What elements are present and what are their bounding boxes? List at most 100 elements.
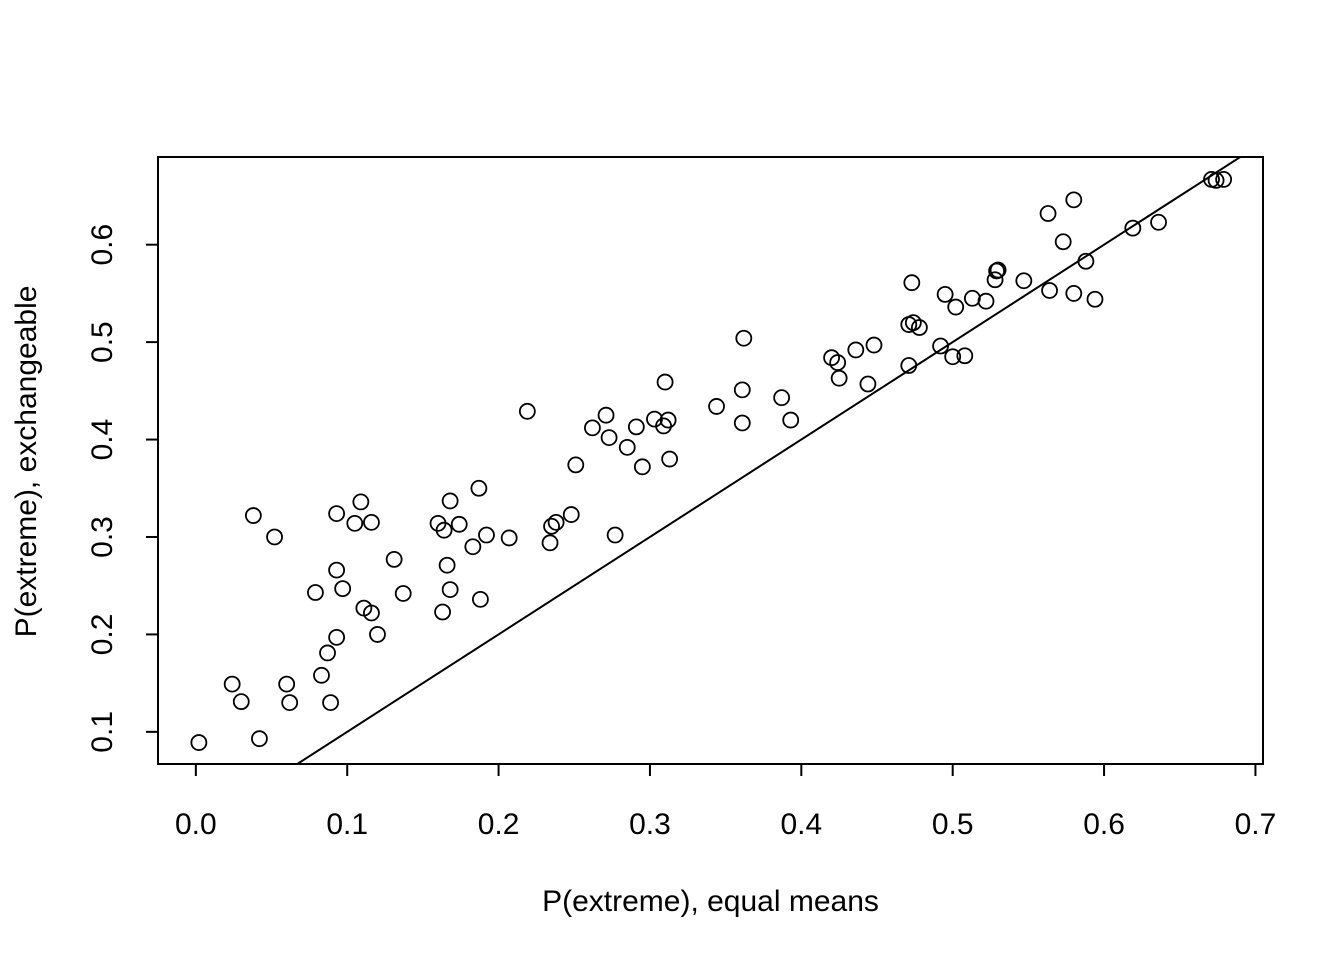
data-point (733, 414, 751, 432)
data-point (567, 456, 585, 474)
identity-line-layer (295, 157, 1243, 764)
data-point (932, 337, 949, 355)
data-point (1039, 205, 1057, 222)
data-point (500, 529, 518, 547)
data-point (773, 389, 791, 407)
data-point (278, 675, 296, 693)
data-point (782, 411, 800, 429)
data-point (334, 580, 352, 598)
x-tick-label: 0.4 (780, 808, 822, 841)
points-layer (190, 171, 1233, 751)
data-point (977, 292, 995, 310)
data-point (441, 492, 459, 510)
data-point (900, 357, 918, 374)
y-tick-label: 0.4 (86, 419, 119, 461)
data-point (903, 274, 921, 292)
y-tick-label: 0.3 (86, 516, 119, 558)
data-point (346, 514, 364, 532)
data-point (947, 298, 965, 316)
data-point (986, 271, 1004, 289)
data-point (541, 534, 559, 552)
data-point (394, 585, 412, 602)
data-point (328, 561, 346, 579)
data-point (1207, 171, 1225, 189)
x-tick-label: 0.1 (326, 808, 368, 841)
data-point (847, 341, 865, 359)
x-tick-label: 0.0 (175, 808, 217, 841)
data-point (627, 418, 645, 436)
data-point (659, 411, 677, 429)
data-point (904, 314, 922, 332)
data-point (600, 429, 618, 447)
data-point (865, 336, 883, 354)
data-point (244, 507, 262, 524)
data-point (1041, 282, 1058, 299)
y-axis-label: P(extreme), exchangeable (10, 286, 43, 638)
y-tick-label: 0.2 (86, 614, 119, 656)
data-point (1150, 213, 1167, 231)
data-point (656, 373, 674, 391)
x-axis-label: P(extreme), equal means (542, 885, 879, 918)
data-point (472, 590, 489, 608)
data-point (1086, 290, 1104, 308)
data-point (478, 526, 495, 544)
data-point (618, 438, 636, 456)
data-point (223, 675, 241, 693)
data-point (989, 261, 1007, 279)
data-point (606, 526, 624, 544)
data-point (956, 347, 974, 365)
data-point (435, 521, 453, 539)
y-axis: 0.1 0.2 0.3 0.4 0.5 0.6 (86, 224, 159, 753)
data-point (251, 730, 268, 748)
data-point (1124, 219, 1142, 237)
data-point (363, 513, 380, 531)
data-point (266, 528, 283, 546)
data-point (328, 505, 346, 523)
data-point (369, 626, 386, 643)
data-point (307, 584, 324, 601)
identity-line (295, 157, 1243, 764)
data-point (661, 450, 679, 468)
data-point (385, 550, 403, 568)
data-point (441, 581, 459, 598)
data-point (190, 734, 208, 751)
data-point (1054, 233, 1072, 251)
data-point (547, 513, 565, 531)
data-point (944, 348, 962, 366)
x-tick-label: 0.7 (1235, 808, 1277, 841)
x-tick-label: 0.5 (932, 808, 974, 841)
x-axis: 0.0 0.1 0.2 0.3 0.4 0.5 0.6 0.7 (175, 763, 1277, 841)
data-point (633, 458, 651, 476)
x-tick-label: 0.3 (629, 808, 671, 841)
data-point (232, 693, 250, 711)
data-point (562, 506, 580, 523)
data-point (281, 694, 299, 712)
data-point (464, 538, 482, 556)
data-point (1077, 252, 1095, 270)
y-tick-label: 0.1 (86, 711, 119, 753)
data-point (1065, 285, 1083, 302)
data-point (1215, 171, 1233, 188)
data-point (963, 289, 981, 307)
data-point (322, 694, 339, 712)
y-tick-label: 0.5 (86, 321, 119, 363)
data-point (363, 604, 380, 622)
data-point (319, 644, 336, 662)
data-point (313, 666, 330, 684)
data-point (936, 285, 954, 303)
data-point (470, 479, 488, 497)
data-point (434, 603, 451, 621)
data-point (733, 381, 751, 399)
data-point (584, 419, 601, 437)
data-point (910, 319, 928, 336)
data-point (352, 493, 370, 511)
data-point (450, 515, 468, 533)
data-point (597, 406, 615, 424)
data-point (823, 349, 840, 367)
data-point (328, 628, 346, 646)
data-point (830, 369, 848, 387)
data-point (708, 398, 725, 415)
data-point (859, 375, 877, 393)
data-point (735, 329, 753, 347)
